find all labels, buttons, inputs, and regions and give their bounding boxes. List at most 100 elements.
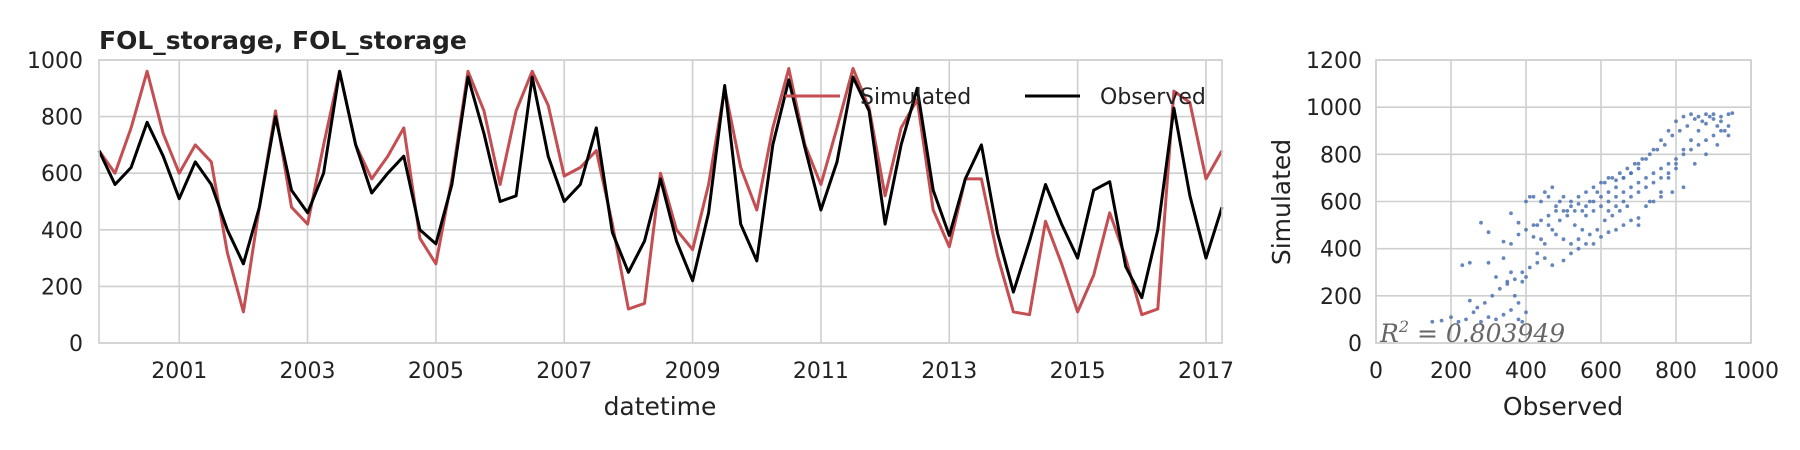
scatter-xtick-label: 200 [1430, 359, 1472, 384]
scatter-point [1591, 185, 1596, 190]
scatter-point [1629, 185, 1633, 190]
scatter-point [1614, 204, 1618, 209]
scatter-point [1677, 128, 1682, 133]
scatter-ytick-label: 1200 [1306, 49, 1362, 74]
scatter-point [1546, 223, 1551, 228]
scatter-point [1464, 317, 1468, 322]
scatter-point [1467, 298, 1472, 303]
scatter-point [1726, 133, 1731, 138]
scatter-point [1636, 161, 1641, 166]
scatter-point [1659, 194, 1663, 199]
scatter-point [1685, 124, 1690, 128]
scatter-point [1494, 275, 1498, 279]
scatter-point [1700, 119, 1705, 124]
r2-rest: = 0.803949 [1409, 319, 1565, 348]
scatter-point [1535, 223, 1540, 228]
scatter-point [1621, 223, 1626, 228]
timeseries-ytick-label: 800 [41, 106, 83, 131]
scatter-ytick-label: 600 [1320, 191, 1362, 216]
scatter-point [1494, 317, 1498, 322]
scatter-point [1636, 216, 1641, 220]
scatter-point [1606, 230, 1611, 235]
scatter-point [1689, 138, 1693, 143]
scatter-point [1670, 133, 1675, 138]
scatter-point [1704, 121, 1708, 126]
scatter-point [1439, 318, 1444, 323]
scatter-point [1632, 161, 1637, 166]
legend-label-simulated: Simulated [860, 85, 971, 110]
scatter-point [1715, 124, 1720, 128]
scatter-point [1595, 190, 1600, 195]
scatter-point [1584, 242, 1588, 246]
scatter-point [1584, 213, 1588, 218]
scatter-point [1509, 242, 1513, 246]
scatter-point [1516, 220, 1521, 225]
scatter-point [1711, 117, 1716, 121]
timeseries-xtick-label: 2007 [536, 359, 592, 384]
scatter-point [1659, 138, 1663, 143]
scatter-point [1467, 260, 1472, 265]
scatter-point [1666, 161, 1671, 166]
chart-title: FOL_storage, FOL_storage [99, 26, 467, 55]
legend-label-observed: Observed [1100, 85, 1206, 110]
scatter-point [1531, 223, 1536, 228]
scatter-xtick-label: 800 [1655, 359, 1697, 384]
scatter-point [1696, 143, 1701, 147]
scatter-point [1711, 133, 1716, 138]
scatter-point [1576, 202, 1581, 206]
scatter-xticks: 0 200 400 600 800 1000 [1369, 359, 1779, 384]
scatter-point [1561, 258, 1566, 263]
scatter-point [1554, 204, 1558, 209]
scatter-point [1636, 190, 1641, 195]
scatter-point [1640, 157, 1645, 161]
timeseries-xtick-label: 2017 [1178, 359, 1234, 384]
scatter-point [1599, 180, 1603, 185]
scatter-point [1636, 180, 1641, 185]
scatter-point [1621, 199, 1626, 204]
scatter-point [1554, 232, 1558, 237]
scatter-point [1449, 315, 1453, 319]
scatter-point [1610, 213, 1615, 218]
scatter-point [1486, 230, 1491, 235]
scatter-point [1689, 112, 1693, 117]
scatter-ytick-label: 400 [1320, 238, 1362, 263]
scatter-point [1651, 171, 1656, 176]
scatter-point [1689, 147, 1693, 152]
scatter-point [1674, 166, 1678, 171]
scatter-point [1512, 293, 1517, 298]
scatter-point [1475, 305, 1480, 310]
scatter-point [1614, 178, 1618, 183]
scatter-point [1655, 147, 1660, 152]
legend: Simulated Observed [785, 85, 1206, 110]
scatter-point [1520, 319, 1525, 324]
scatter-xlabel: Observed [1503, 392, 1623, 421]
scatter-point [1584, 204, 1588, 209]
scatter-point [1430, 319, 1435, 324]
scatter-point [1565, 209, 1570, 213]
scatter-point [1704, 152, 1708, 157]
series-line-simulated [97, 67, 1224, 317]
scatter-point [1696, 114, 1701, 119]
scatter-point [1629, 218, 1633, 223]
scatter-point [1726, 124, 1731, 128]
scatter-point [1666, 171, 1671, 176]
scatter-yticks: 0 200 400 600 800 1000 1200 [1306, 49, 1362, 357]
scatter-point [1621, 176, 1626, 180]
scatter-point [1625, 204, 1630, 209]
timeseries-yticks: 0 200 400 600 800 1000 [27, 49, 83, 357]
scatter-grid [1375, 59, 1752, 344]
scatter-point [1486, 315, 1491, 319]
scatter-point [1726, 112, 1731, 117]
scatter-point [1542, 256, 1547, 260]
scatter-point [1569, 242, 1573, 246]
scatter-point [1606, 190, 1611, 195]
scatter-point [1681, 114, 1686, 119]
scatter-point [1501, 312, 1506, 317]
scatter-point [1644, 157, 1648, 161]
scatter-point [1614, 194, 1618, 199]
scatter-point [1497, 286, 1502, 291]
scatter-point [1501, 256, 1506, 260]
scatter-point [1486, 260, 1491, 265]
scatter-xtick-label: 0 [1369, 359, 1383, 384]
